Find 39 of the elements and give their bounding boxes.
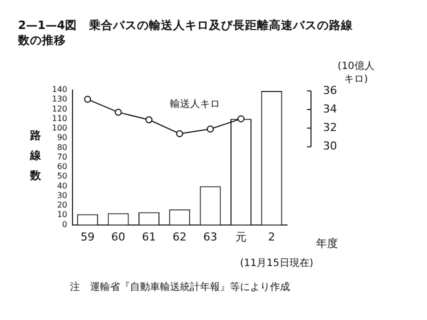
- y-tick-label: 40: [57, 181, 68, 190]
- point: [206, 126, 214, 133]
- x-tick-label: 60: [111, 230, 126, 244]
- series-label: 輸送人キロ: [170, 98, 220, 110]
- y-tick-label: 90: [57, 133, 68, 142]
- y-tick-label: 30: [57, 190, 68, 200]
- y-tick-label: 120: [52, 104, 68, 114]
- x-tick-label: 59: [80, 230, 95, 244]
- x-tick-label: 元: [235, 230, 246, 244]
- y2-tick-label: 32: [323, 120, 338, 134]
- y-axis-title: 路線数: [30, 128, 42, 184]
- y-tick-label: 80: [57, 142, 68, 152]
- x-tick-label: 61: [142, 230, 156, 244]
- y2-tick-label: 36: [323, 84, 338, 97]
- point: [84, 96, 92, 103]
- point: [114, 108, 122, 116]
- x-tick-label: 2: [268, 230, 276, 244]
- y-tick-label: 100: [52, 124, 68, 133]
- y2-axis-title: (10億人キロ): [338, 61, 374, 85]
- text: 注 運輸省『自動車輸送統計年報』等により作成: [70, 280, 290, 294]
- text: (11月15日現在): [240, 257, 314, 270]
- y-tick-label: 140: [52, 85, 68, 94]
- x-axis-title: 年度: [316, 236, 338, 251]
- y-tick-label: 60: [57, 162, 68, 172]
- x-tick-label: 63: [203, 230, 218, 244]
- point: [145, 116, 152, 124]
- y-tick-label: 10: [57, 210, 68, 220]
- point: [237, 115, 244, 122]
- y2-tick-label: 34: [323, 102, 338, 116]
- y2-tick-label: 30: [323, 140, 338, 153]
- y-tick-label: 0: [62, 220, 68, 229]
- x-tick-label: 62: [172, 230, 187, 244]
- y-tick-label: 70: [57, 152, 68, 162]
- y-tick-label: 50: [57, 172, 68, 181]
- y-tick-label: 110: [52, 114, 68, 123]
- y-tick-label: 20: [57, 200, 68, 210]
- chart-title: 2—1—4図 乗合バスの輸送人キロ及び長距離高速バスの路線数の推移: [18, 18, 354, 48]
- point: [176, 130, 184, 138]
- y-tick-label: 130: [52, 94, 68, 104]
